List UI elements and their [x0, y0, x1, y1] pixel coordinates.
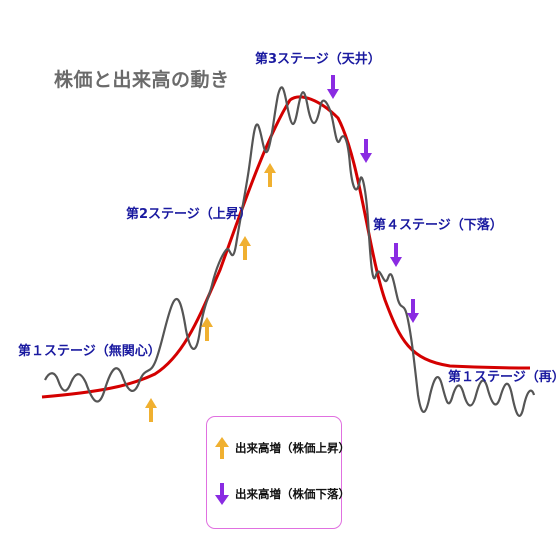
legend-down-label: 出来高増（株価下落）	[235, 487, 350, 501]
arrow-up-icon	[145, 398, 157, 422]
arrow-up-icon	[215, 437, 229, 459]
stage1-again-label: 第１ステージ（再）	[448, 370, 560, 385]
trend-curve	[41, 95, 531, 399]
arrow-down-icon	[390, 243, 402, 267]
arrow-down-icon	[407, 299, 419, 323]
stage3-label: 第3ステージ（天井）	[255, 52, 381, 67]
legend-box: 出来高増（株価上昇） 出来高増（株価下落）	[206, 416, 350, 529]
arrow-down-icon	[327, 75, 339, 99]
arrow-up-icon	[239, 236, 251, 260]
legend-item-up: 出来高増（株価上昇）	[215, 437, 350, 459]
stage4-label: 第４ステージ（下落）	[373, 218, 503, 233]
arrow-up-icon	[264, 163, 276, 187]
stage1-label: 第１ステージ（無関心）	[18, 344, 161, 359]
arrow-up-icon	[201, 317, 213, 341]
price-line	[44, 86, 536, 417]
legend-item-down: 出来高増（株価下落）	[215, 483, 350, 505]
stage2-label: 第2ステージ（上昇）	[126, 207, 252, 222]
arrow-down-icon	[360, 139, 372, 163]
legend-up-label: 出来高増（株価上昇）	[235, 441, 350, 455]
arrow-down-icon	[215, 483, 229, 505]
diagram-title: 株価と出来高の動き	[54, 69, 230, 91]
